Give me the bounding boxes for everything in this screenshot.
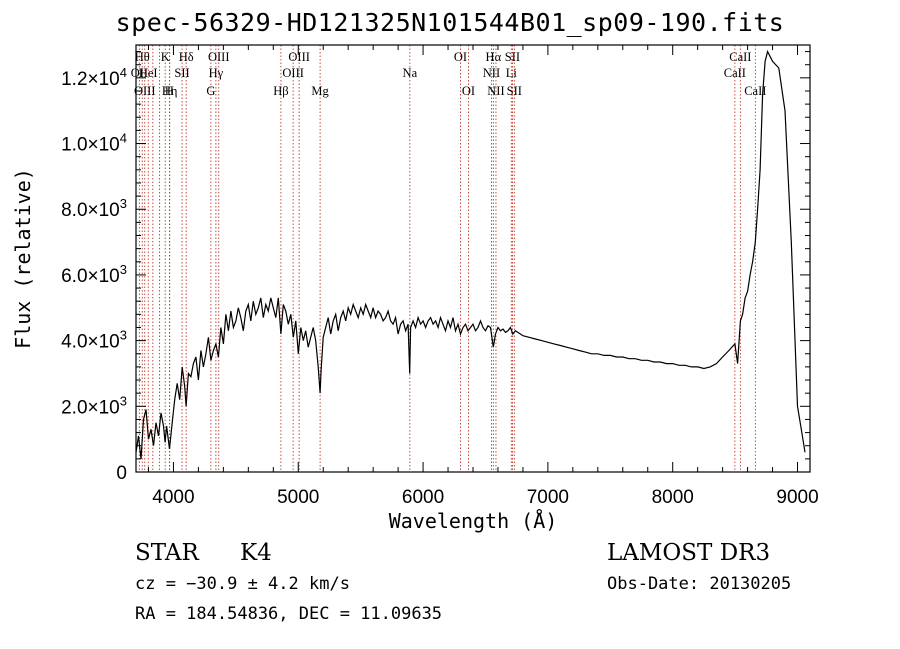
line-label: Hβ (273, 84, 288, 98)
x-axis-label: Wavelength (Å) (389, 509, 558, 533)
plot-frame (135, 44, 811, 473)
line-label: Hη (162, 84, 178, 98)
line-label: NII (483, 66, 500, 80)
line-label: OI (454, 50, 467, 64)
y-tick-label: 4.0×103 (61, 328, 127, 353)
line-label: Hα (486, 50, 502, 64)
line-label: OIII (208, 50, 230, 64)
line-label: CaII (724, 66, 746, 80)
spectrum-line (135, 49, 806, 459)
x-tick-label: 8000 (652, 487, 694, 508)
line-label: Na (403, 66, 418, 80)
line-label: OI (462, 84, 475, 98)
survey-name: LAMOST DR3 (607, 540, 771, 566)
spectrum-series (135, 49, 806, 459)
line-label: OIII (282, 66, 304, 80)
x-tick-label: 5000 (277, 487, 319, 508)
y-tick-label: 1.2×104 (61, 65, 127, 90)
line-label: CaII (729, 50, 751, 64)
line-label: G (206, 84, 215, 98)
line-label: SII (507, 84, 522, 98)
line-label: Hδ (179, 50, 194, 64)
line-label: K (161, 50, 170, 64)
y-axis-label: Flux (relative) (11, 168, 35, 349)
y-tick-label: 6.0×103 (61, 262, 127, 287)
line-label: Hθ (135, 50, 150, 64)
ra-dec: RA = 184.54836, DEC = 11.09635 (135, 604, 443, 624)
plot-axes (135, 44, 811, 473)
x-tick-label: 4000 (152, 487, 194, 508)
y-tick-label: 2.0×103 (61, 393, 127, 418)
y-tick-label: 1.0×104 (61, 131, 127, 156)
chart-title: spec-56329-HD121325N101544B01_sp09-190.f… (115, 8, 785, 37)
line-label: HeI (139, 66, 158, 80)
object-subclass: K4 (240, 540, 272, 566)
line-label: SII (505, 50, 520, 64)
line-label: NII (487, 84, 504, 98)
spectral-line-markers (138, 45, 756, 472)
redshift-cz: cz = −30.9 ± 4.2 km/s (135, 574, 350, 594)
line-label: Hγ (209, 66, 224, 80)
line-label: H (165, 84, 174, 98)
line-label: SII (174, 66, 189, 80)
line-label: OIII (288, 50, 310, 64)
line-label: CaII (744, 84, 766, 98)
spectral-line-labels: HθOIIOIIIHeIKHηHSIIHδGHγOIIIHβOIIIOIIIMg… (131, 50, 767, 98)
axis-ticks: 4000 5000 6000 7000 8000 9000 0 2.0×103 4.0×103 6… (61, 45, 819, 508)
y-tick-label: 0 (116, 463, 127, 484)
line-label: Li (506, 66, 518, 80)
x-tick-label: 9000 (776, 487, 818, 508)
y-tick-label: 8.0×103 (61, 196, 127, 221)
x-tick-label: 6000 (402, 487, 444, 508)
x-tick-label: 7000 (527, 487, 569, 508)
line-label: Mg (311, 84, 329, 98)
object-class: STAR (135, 540, 199, 566)
observation-date: Obs-Date: 20130205 (607, 574, 792, 594)
line-label: OII (131, 66, 148, 80)
line-label: OIII (134, 84, 156, 98)
